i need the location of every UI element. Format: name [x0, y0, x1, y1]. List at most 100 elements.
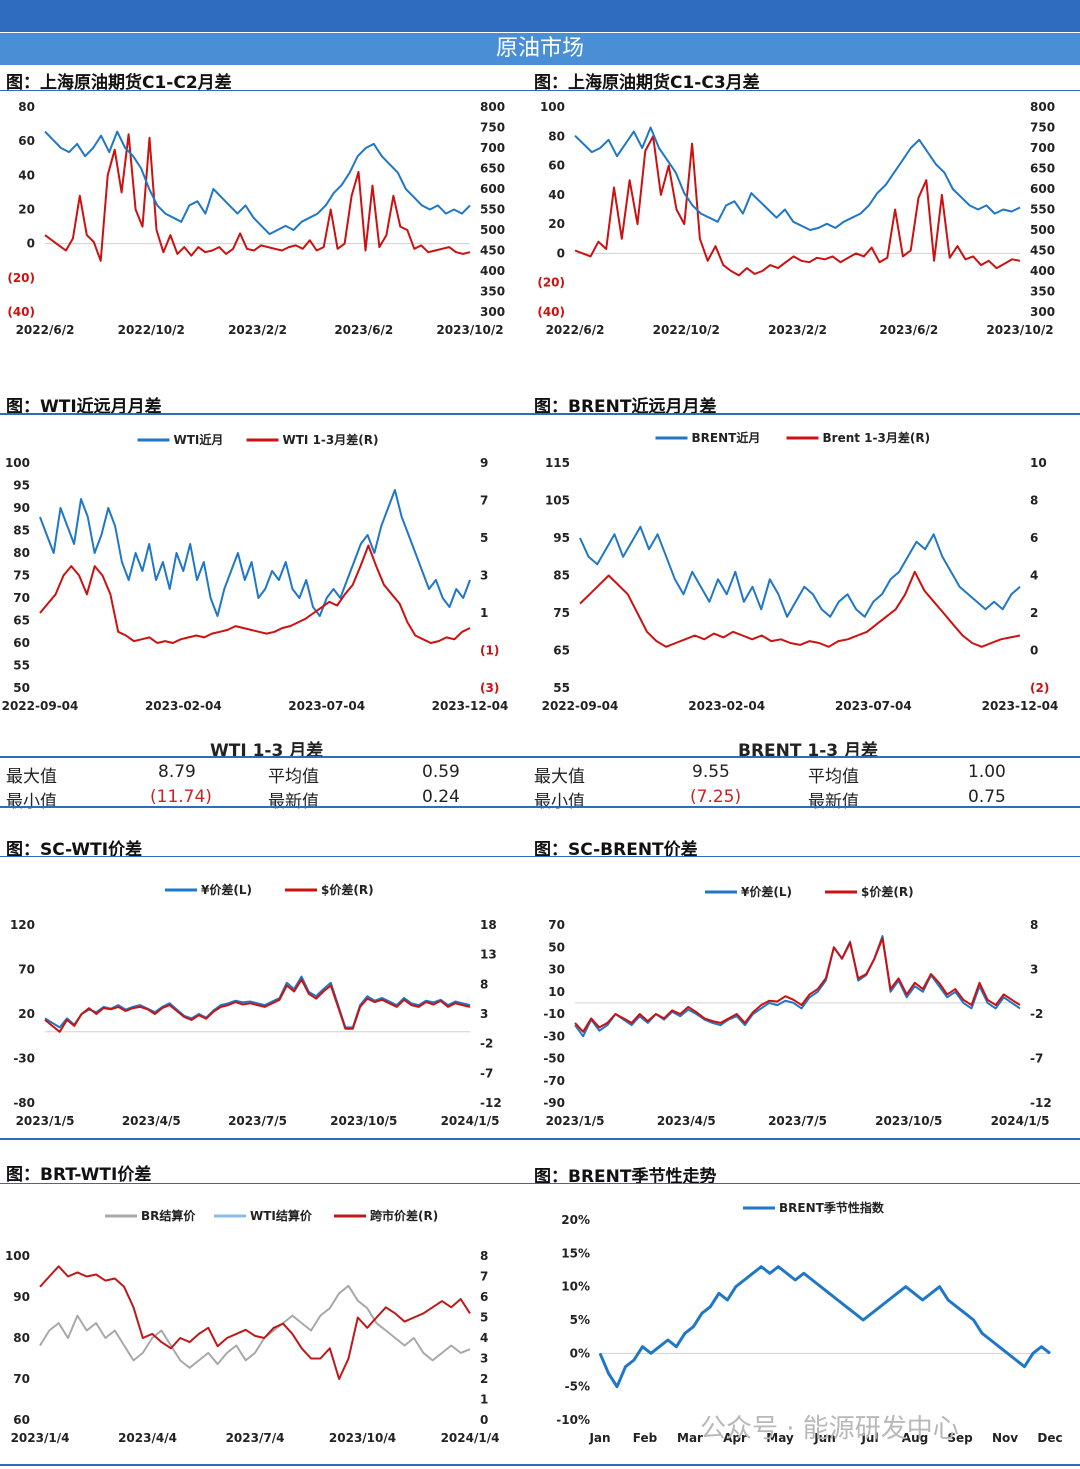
y-tick-right: 8: [1030, 494, 1038, 508]
y-tick-left: 70: [13, 1372, 30, 1386]
y-tick-left: 100: [540, 100, 565, 114]
y-tick-left: (40): [537, 305, 565, 319]
stat-value: 0.59: [422, 762, 460, 782]
x-tick-label: 2023/4/4: [118, 1431, 177, 1445]
y-tick-right: 4: [1030, 569, 1038, 583]
x-tick-label: 2023/10/4: [329, 1431, 396, 1445]
x-tick-label: 2023/2/2: [768, 323, 827, 337]
legend-label: ¥价差(L): [741, 884, 792, 899]
y-tick-left: 55: [553, 681, 570, 695]
y-tick-left: 70: [13, 591, 30, 605]
legend-label: $价差(R): [321, 882, 374, 897]
stat-label: 平均值: [268, 767, 319, 787]
y-tick-right: 1: [480, 606, 488, 620]
x-tick-label: 2023-02-04: [145, 699, 222, 713]
x-tick-label: Jan: [588, 1431, 610, 1445]
chart-title-c4: 图：BRENT近远月月差: [534, 397, 717, 417]
y-tick-right: 300: [1030, 305, 1055, 319]
series-line: [574, 935, 1021, 1038]
y-tick-left: 10: [548, 985, 565, 999]
y-tick-right: 3: [1030, 963, 1038, 977]
y-tick-left: 65: [13, 614, 30, 628]
chart-c6: 70 50 30 10 -10 -30 -50 -70 -90 8 3 -2 -7 -12 2023/1/5…: [543, 884, 1052, 1128]
x-tick-label: Sep: [947, 1431, 973, 1445]
y-tick-left: 105: [545, 494, 570, 508]
y-tick-left: 20%: [561, 1213, 590, 1227]
y-tick-right: (1): [480, 644, 499, 658]
chart-title-c5: 图：SC-WTI价差: [6, 840, 143, 860]
y-tick-right: 600: [1030, 182, 1055, 196]
y-tick-right: (2): [1030, 681, 1049, 695]
y-tick-left: -30: [543, 1029, 565, 1043]
y-tick-right: 450: [1030, 244, 1055, 258]
y-tick-left: 85: [13, 524, 30, 538]
stat-label: 最新值: [268, 792, 319, 812]
stat-label: 平均值: [808, 767, 859, 787]
x-tick-label: 2022/10/2: [653, 323, 720, 337]
chart-c1: 80 60 40 20 0 (20) (40) 800 750 700 650 600 550 500 45…: [7, 100, 505, 337]
y-tick-right: 2: [1030, 606, 1038, 620]
legend-label: WTI结算价: [250, 1208, 313, 1223]
x-tick-label: 2023/1/5: [16, 1114, 75, 1128]
y-tick-left: 80: [548, 129, 565, 143]
divider: [0, 856, 1080, 857]
y-tick-right: 10: [1030, 456, 1047, 470]
y-tick-left: (20): [7, 271, 35, 285]
top-bar: [0, 0, 1080, 32]
legend-label: $价差(R): [861, 884, 914, 899]
y-tick-left: -30: [13, 1052, 35, 1066]
y-tick-right: 8: [480, 977, 488, 991]
chart-c3: 1009590858075706560555097531(1)(3)2022-0…: [2, 432, 509, 713]
y-tick-right: -12: [1030, 1096, 1052, 1110]
y-tick-right: 8: [1030, 918, 1038, 932]
series-line: [598, 1265, 1051, 1389]
y-tick-left: 60: [13, 1413, 30, 1427]
chart-c4: 115 105 95 85 75 65 55 10 8 6 4 2 0 (2) 2022-09-04 2023…: [542, 430, 1059, 713]
y-tick-left: 80: [18, 100, 35, 114]
y-tick-right: 700: [1030, 141, 1055, 155]
series-line: [44, 133, 471, 262]
divider: [0, 756, 1080, 758]
y-tick-right: 350: [1030, 285, 1055, 299]
y-tick-right: 5: [480, 1311, 488, 1325]
stat-value: (11.74): [150, 787, 212, 807]
chart-c7: 100 90 80 70 60 8 7 6 5 4 3 2 1 0 2023/1/4 2023/4/4 2023…: [5, 1208, 500, 1445]
x-tick-label: 2023/6/2: [334, 323, 393, 337]
y-tick-left: 40: [548, 188, 565, 202]
y-tick-left: (40): [7, 305, 35, 319]
y-tick-left: 15%: [561, 1246, 590, 1260]
y-tick-left: 70: [548, 918, 565, 932]
y-tick-right: 6: [480, 1290, 488, 1304]
y-tick-left: 85: [553, 569, 570, 583]
x-tick-label: 2023/10/5: [330, 1114, 397, 1128]
stat-label: 最小值: [6, 792, 57, 812]
divider: [0, 413, 1080, 415]
x-tick-label: 2023/10/5: [875, 1114, 942, 1128]
y-tick-left: 0: [27, 237, 35, 251]
stat-value: 0.75: [968, 787, 1006, 807]
series-line: [574, 135, 1021, 277]
y-tick-right: 350: [480, 285, 505, 299]
chart-c2: 100 80 60 40 20 0 (20) (40) 800 750 700 650 600 550 50…: [537, 100, 1055, 337]
legend-label: BR结算价: [141, 1208, 196, 1223]
y-tick-left: 100: [5, 456, 30, 470]
x-tick-label: 2023/6/2: [879, 323, 938, 337]
y-tick-right: 0: [1030, 644, 1038, 658]
y-tick-left: -10: [543, 1007, 565, 1021]
x-tick-label: Dec: [1037, 1431, 1062, 1445]
stat-label: 最大值: [6, 767, 57, 787]
series-line: [44, 975, 471, 1029]
y-tick-left: (20): [537, 276, 565, 290]
divider: [0, 90, 1080, 91]
y-tick-left: 70: [18, 963, 35, 977]
chart-c5: 120 70 20 -30 -80 18 13 8 3 -2 -7 -12 2023/1/5 2023/4…: [10, 882, 502, 1128]
series-line: [39, 1265, 471, 1380]
series-line: [574, 126, 1021, 231]
y-tick-left: 90: [13, 1290, 30, 1304]
divider: [0, 806, 1080, 808]
chart-title-c2: 图：上海原油期货C1-C3月差: [534, 73, 760, 93]
legend-label: BRENT季节性指数: [779, 1200, 885, 1215]
y-tick-right: 9: [480, 456, 488, 470]
y-tick-left: 40: [18, 168, 35, 182]
x-tick-label: 2023/10/2: [436, 323, 503, 337]
